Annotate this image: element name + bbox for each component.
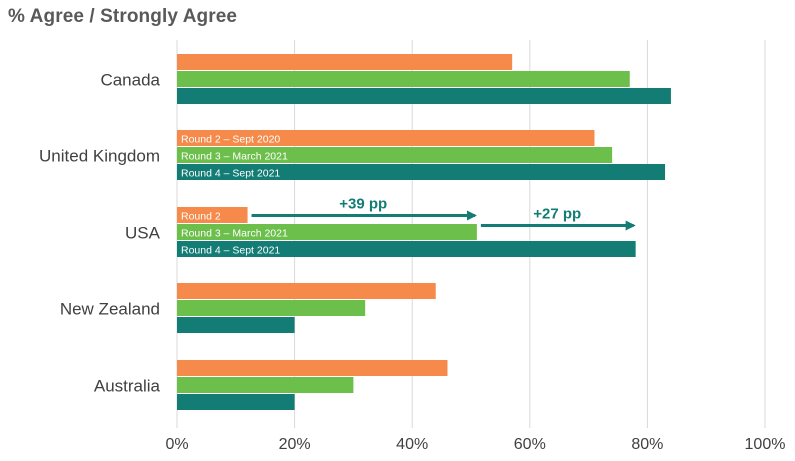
bar bbox=[177, 283, 436, 299]
chart-title: % Agree / Strongly Agree bbox=[8, 6, 238, 27]
x-tick-label: 80% bbox=[631, 436, 663, 453]
bar bbox=[177, 224, 477, 240]
bar bbox=[177, 164, 666, 180]
category-label: Canada bbox=[100, 71, 160, 90]
bar bbox=[177, 130, 595, 146]
bar bbox=[177, 54, 513, 70]
bar bbox=[177, 317, 295, 333]
x-tick-label: 100% bbox=[745, 436, 786, 453]
bar bbox=[177, 147, 613, 163]
bar bbox=[177, 360, 448, 376]
bar bbox=[177, 394, 295, 410]
x-tick-label: 60% bbox=[514, 436, 546, 453]
change-label: +27 pp bbox=[533, 206, 581, 223]
bar bbox=[177, 241, 636, 257]
x-tick-label: 40% bbox=[396, 436, 428, 453]
bar bbox=[177, 300, 366, 316]
bar-label: Round 3 – March 2021 bbox=[181, 228, 288, 240]
bar bbox=[177, 71, 630, 87]
bar-label: Round 3 – March 2021 bbox=[181, 151, 288, 163]
bar-label: Round 4 – Sept 2021 bbox=[181, 168, 280, 180]
bar bbox=[177, 377, 354, 393]
change-label: +39 pp bbox=[339, 196, 387, 213]
category-label: USA bbox=[125, 224, 161, 243]
bar bbox=[177, 88, 671, 104]
x-tick-label: 0% bbox=[165, 436, 188, 453]
bar-label: Round 2 bbox=[181, 211, 221, 223]
bar bbox=[177, 207, 248, 223]
bar-label: Round 2 – Sept 2020 bbox=[181, 134, 280, 146]
category-label: Australia bbox=[94, 377, 161, 396]
x-tick-label: 20% bbox=[279, 436, 311, 453]
category-label: United Kingdom bbox=[39, 147, 160, 166]
category-label: New Zealand bbox=[60, 300, 160, 319]
bar-label: Round 4 – Sept 2021 bbox=[181, 245, 280, 257]
